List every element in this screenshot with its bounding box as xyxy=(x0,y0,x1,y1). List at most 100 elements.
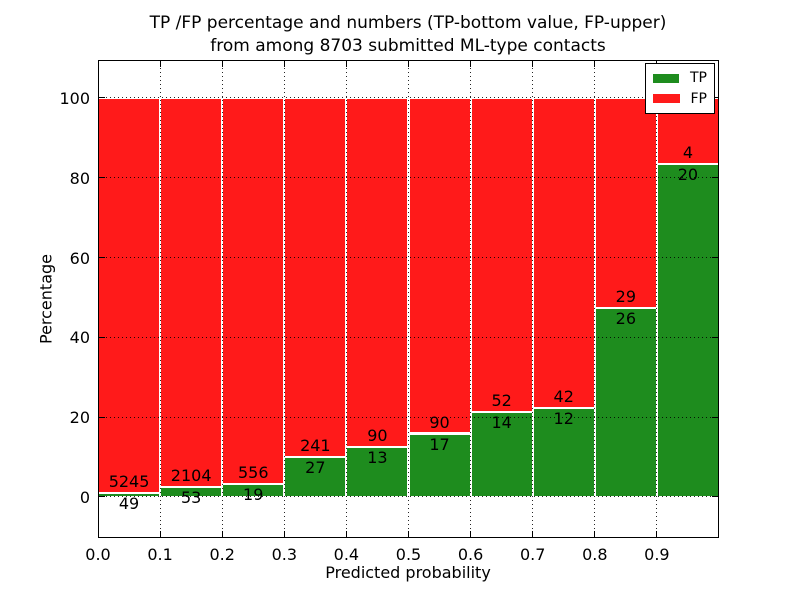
y-tick-mark xyxy=(712,257,718,258)
x-tick-mark xyxy=(283,61,285,67)
fp-bar-segment xyxy=(284,97,347,457)
vertical-gridline xyxy=(345,60,347,538)
y-tick-label: 20 xyxy=(69,408,90,428)
y-tick-label: 40 xyxy=(69,328,90,348)
tp-bar-segment xyxy=(408,433,471,497)
tp-count-label: 27 xyxy=(305,457,326,477)
fp-count-label: 556 xyxy=(237,462,269,482)
fp-bar-segment xyxy=(532,97,595,409)
tp-bar-segment xyxy=(346,446,409,497)
legend-swatch-fp-icon xyxy=(653,94,680,104)
fp-count-label: 90 xyxy=(367,425,388,445)
tp-count-label: 12 xyxy=(553,409,574,429)
chart-title-line1: TP /FP percentage and numbers (TP-bottom… xyxy=(149,13,667,33)
tp-bar-segment xyxy=(470,412,533,497)
vertical-gridline xyxy=(594,60,596,538)
fp-bar-segment xyxy=(470,97,533,413)
x-tick-mark xyxy=(345,531,347,537)
fp-bar-segment xyxy=(98,97,161,494)
x-tick-mark xyxy=(408,531,409,537)
vertical-gridline xyxy=(159,60,161,538)
fp-bar-segment xyxy=(594,97,657,309)
vertical-gridline xyxy=(408,60,409,538)
legend-label-tp: TP xyxy=(690,70,707,87)
fp-bar-segment xyxy=(408,97,471,434)
fp-count-label: 90 xyxy=(429,412,450,432)
tp-count-label: 13 xyxy=(367,447,388,467)
y-tick-mark xyxy=(712,416,718,418)
fp-count-label: 4 xyxy=(682,143,694,163)
y-tick-mark xyxy=(99,496,105,498)
fp-bar-segment xyxy=(346,97,409,447)
y-tick-mark xyxy=(712,177,718,179)
y-tick-mark xyxy=(99,336,105,338)
x-tick-mark xyxy=(656,531,658,537)
tp-count-label: 14 xyxy=(491,413,512,433)
x-tick-mark xyxy=(532,531,534,537)
tp-bar-segment xyxy=(222,483,285,497)
x-tick-mark xyxy=(221,531,223,537)
fp-count-label: 5245 xyxy=(108,472,150,492)
x-tick-mark xyxy=(345,61,347,67)
tp-count-label: 19 xyxy=(243,484,264,504)
x-tick-label: 0.9 xyxy=(644,545,670,564)
tp-count-label: 20 xyxy=(677,165,699,185)
x-axis-label: Predicted probability xyxy=(325,563,491,582)
y-tick-mark xyxy=(99,416,105,418)
x-tick-mark xyxy=(470,531,472,537)
tp-count-label: 17 xyxy=(429,434,450,454)
fp-bar-segment xyxy=(160,97,223,488)
x-tick-mark xyxy=(97,531,99,537)
fp-count-label: 2104 xyxy=(170,466,212,486)
legend-swatch-tp-icon xyxy=(653,73,679,83)
x-tick-mark xyxy=(408,61,409,67)
tp-count-label: 53 xyxy=(180,488,202,508)
vertical-gridline xyxy=(470,60,472,538)
tp-bar-segment xyxy=(594,308,657,497)
x-tick-label: 0.5 xyxy=(395,545,422,564)
x-tick-label: 0.3 xyxy=(271,545,298,564)
x-tick-label: 0.6 xyxy=(457,545,484,564)
y-tick-mark xyxy=(99,257,105,258)
x-tick-label: 0.7 xyxy=(519,545,546,564)
fp-count-label: 42 xyxy=(553,387,574,407)
fp-bar-segment xyxy=(222,97,285,484)
x-tick-mark xyxy=(594,531,596,537)
y-tick-label: 60 xyxy=(69,248,90,268)
y-tick-label: 0 xyxy=(79,487,90,507)
y-tick-label: 80 xyxy=(69,168,90,188)
vertical-gridline xyxy=(656,60,658,538)
vertical-gridline xyxy=(221,60,223,538)
x-tick-mark xyxy=(283,531,285,537)
x-tick-label: 0.8 xyxy=(582,545,608,564)
legend: TP FP xyxy=(645,63,715,114)
y-tick-mark xyxy=(712,97,718,99)
x-tick-label: 0.2 xyxy=(209,545,235,564)
fp-count-label: 241 xyxy=(300,435,331,455)
x-tick-mark xyxy=(159,61,161,67)
fp-count-label: 29 xyxy=(615,287,637,307)
tp-count-label: 26 xyxy=(615,309,637,329)
tp-bar-segment xyxy=(656,164,719,497)
tp-count-label: 49 xyxy=(118,494,140,514)
tp-bar-segment xyxy=(532,408,595,497)
chart-title-line2: from among 8703 submitted ML-type contac… xyxy=(210,36,606,56)
legend-entry-tp: TP xyxy=(653,70,707,86)
x-tick-label: 0.0 xyxy=(85,545,111,564)
x-tick-label: 0.1 xyxy=(147,545,173,564)
y-tick-mark xyxy=(712,336,718,338)
x-tick-mark xyxy=(97,61,99,67)
vertical-gridline xyxy=(283,60,285,538)
y-tick-label: 100 xyxy=(59,88,90,108)
x-tick-mark xyxy=(594,61,596,67)
legend-entry-fp: FP xyxy=(653,91,707,107)
tp-bar-segment xyxy=(284,456,347,497)
x-tick-mark xyxy=(221,61,223,67)
legend-label-fp: FP xyxy=(690,90,708,107)
y-tick-mark xyxy=(712,496,718,498)
x-tick-mark xyxy=(470,61,472,67)
fp-count-label: 52 xyxy=(491,391,512,411)
x-tick-mark xyxy=(532,61,534,67)
x-tick-mark xyxy=(159,531,161,537)
